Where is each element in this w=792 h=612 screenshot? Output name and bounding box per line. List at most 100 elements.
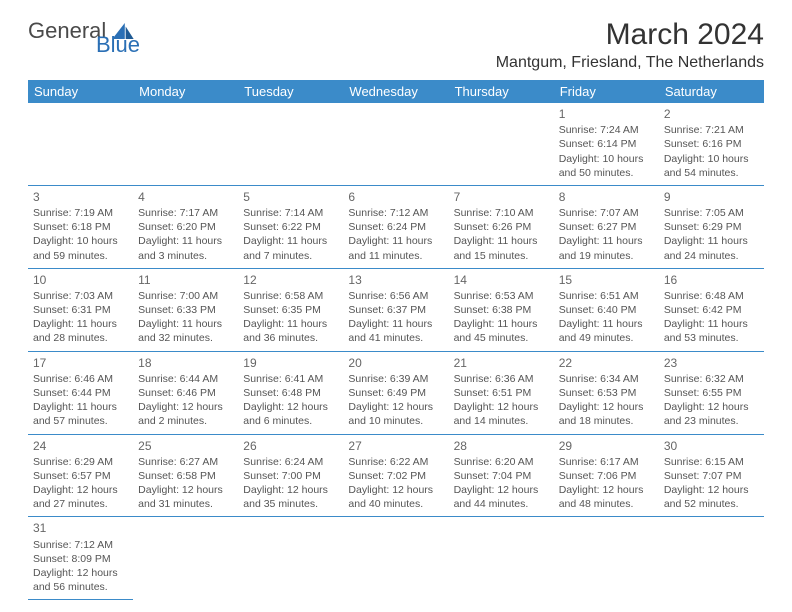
day-number: 26 bbox=[243, 438, 338, 454]
day-number: 13 bbox=[348, 272, 443, 288]
calendar-cell-empty bbox=[343, 517, 448, 600]
sunrise-text: Sunrise: 7:12 AM bbox=[33, 538, 128, 552]
sunrise-text: Sunrise: 7:14 AM bbox=[243, 206, 338, 220]
calendar-cell: 23Sunrise: 6:32 AMSunset: 6:55 PMDayligh… bbox=[659, 351, 764, 434]
sunset-text: Sunset: 6:27 PM bbox=[559, 220, 654, 234]
daylight-text: Daylight: 12 hours bbox=[454, 483, 549, 497]
sunrise-text: Sunrise: 6:22 AM bbox=[348, 455, 443, 469]
day-number: 19 bbox=[243, 355, 338, 371]
day-number: 2 bbox=[664, 106, 759, 122]
calendar-cell: 24Sunrise: 6:29 AMSunset: 6:57 PMDayligh… bbox=[28, 434, 133, 517]
calendar-cell: 28Sunrise: 6:20 AMSunset: 7:04 PMDayligh… bbox=[449, 434, 554, 517]
sunrise-text: Sunrise: 6:29 AM bbox=[33, 455, 128, 469]
sunrise-text: Sunrise: 7:21 AM bbox=[664, 123, 759, 137]
calendar-cell-empty bbox=[133, 517, 238, 600]
sunset-text: Sunset: 6:18 PM bbox=[33, 220, 128, 234]
calendar-cell: 9Sunrise: 7:05 AMSunset: 6:29 PMDaylight… bbox=[659, 185, 764, 268]
day-number: 11 bbox=[138, 272, 233, 288]
daylight-text: and 54 minutes. bbox=[664, 166, 759, 180]
daylight-text: Daylight: 10 hours bbox=[33, 234, 128, 248]
calendar-cell: 12Sunrise: 6:58 AMSunset: 6:35 PMDayligh… bbox=[238, 268, 343, 351]
calendar-cell: 26Sunrise: 6:24 AMSunset: 7:00 PMDayligh… bbox=[238, 434, 343, 517]
sunrise-text: Sunrise: 7:17 AM bbox=[138, 206, 233, 220]
day-number: 16 bbox=[664, 272, 759, 288]
calendar-cell: 13Sunrise: 6:56 AMSunset: 6:37 PMDayligh… bbox=[343, 268, 448, 351]
sunrise-text: Sunrise: 6:20 AM bbox=[454, 455, 549, 469]
daylight-text: Daylight: 12 hours bbox=[454, 400, 549, 414]
sunrise-text: Sunrise: 6:46 AM bbox=[33, 372, 128, 386]
daylight-text: and 6 minutes. bbox=[243, 414, 338, 428]
daylight-text: and 52 minutes. bbox=[664, 497, 759, 511]
day-number: 22 bbox=[559, 355, 654, 371]
calendar-cell-empty bbox=[28, 103, 133, 185]
calendar-cell: 30Sunrise: 6:15 AMSunset: 7:07 PMDayligh… bbox=[659, 434, 764, 517]
daylight-text: Daylight: 12 hours bbox=[138, 483, 233, 497]
day-number: 29 bbox=[559, 438, 654, 454]
daylight-text: and 49 minutes. bbox=[559, 331, 654, 345]
sunrise-text: Sunrise: 6:58 AM bbox=[243, 289, 338, 303]
sunset-text: Sunset: 8:09 PM bbox=[33, 552, 128, 566]
daylight-text: and 31 minutes. bbox=[138, 497, 233, 511]
day-number: 24 bbox=[33, 438, 128, 454]
sunset-text: Sunset: 6:22 PM bbox=[243, 220, 338, 234]
calendar-cell: 6Sunrise: 7:12 AMSunset: 6:24 PMDaylight… bbox=[343, 185, 448, 268]
sunrise-text: Sunrise: 6:24 AM bbox=[243, 455, 338, 469]
calendar-cell: 25Sunrise: 6:27 AMSunset: 6:58 PMDayligh… bbox=[133, 434, 238, 517]
sunrise-text: Sunrise: 7:07 AM bbox=[559, 206, 654, 220]
sunset-text: Sunset: 7:07 PM bbox=[664, 469, 759, 483]
sunrise-text: Sunrise: 7:10 AM bbox=[454, 206, 549, 220]
sunrise-text: Sunrise: 6:27 AM bbox=[138, 455, 233, 469]
sunset-text: Sunset: 6:31 PM bbox=[33, 303, 128, 317]
calendar-cell: 11Sunrise: 7:00 AMSunset: 6:33 PMDayligh… bbox=[133, 268, 238, 351]
daylight-text: and 15 minutes. bbox=[454, 249, 549, 263]
sunset-text: Sunset: 6:33 PM bbox=[138, 303, 233, 317]
daylight-text: and 19 minutes. bbox=[559, 249, 654, 263]
calendar-row: 1Sunrise: 7:24 AMSunset: 6:14 PMDaylight… bbox=[28, 103, 764, 185]
sunset-text: Sunset: 6:38 PM bbox=[454, 303, 549, 317]
daylight-text: Daylight: 11 hours bbox=[348, 234, 443, 248]
daylight-text: and 35 minutes. bbox=[243, 497, 338, 511]
daylight-text: and 57 minutes. bbox=[33, 414, 128, 428]
calendar-cell: 15Sunrise: 6:51 AMSunset: 6:40 PMDayligh… bbox=[554, 268, 659, 351]
daylight-text: Daylight: 11 hours bbox=[559, 317, 654, 331]
sunrise-text: Sunrise: 6:32 AM bbox=[664, 372, 759, 386]
brand-part2: Blue bbox=[96, 32, 140, 80]
sunrise-text: Sunrise: 6:53 AM bbox=[454, 289, 549, 303]
calendar-cell: 29Sunrise: 6:17 AMSunset: 7:06 PMDayligh… bbox=[554, 434, 659, 517]
sunrise-text: Sunrise: 6:56 AM bbox=[348, 289, 443, 303]
daylight-text: and 7 minutes. bbox=[243, 249, 338, 263]
day-number: 17 bbox=[33, 355, 128, 371]
daylight-text: and 59 minutes. bbox=[33, 249, 128, 263]
sunset-text: Sunset: 6:42 PM bbox=[664, 303, 759, 317]
daylight-text: Daylight: 11 hours bbox=[33, 400, 128, 414]
sunrise-text: Sunrise: 7:05 AM bbox=[664, 206, 759, 220]
daylight-text: Daylight: 12 hours bbox=[33, 566, 128, 580]
calendar-cell: 27Sunrise: 6:22 AMSunset: 7:02 PMDayligh… bbox=[343, 434, 448, 517]
weekday-header: Tuesday bbox=[238, 80, 343, 103]
daylight-text: and 24 minutes. bbox=[664, 249, 759, 263]
daylight-text: and 3 minutes. bbox=[138, 249, 233, 263]
sunset-text: Sunset: 6:29 PM bbox=[664, 220, 759, 234]
sunrise-text: Sunrise: 7:19 AM bbox=[33, 206, 128, 220]
daylight-text: Daylight: 11 hours bbox=[559, 234, 654, 248]
calendar-cell: 3Sunrise: 7:19 AMSunset: 6:18 PMDaylight… bbox=[28, 185, 133, 268]
daylight-text: Daylight: 10 hours bbox=[559, 152, 654, 166]
calendar-cell: 21Sunrise: 6:36 AMSunset: 6:51 PMDayligh… bbox=[449, 351, 554, 434]
sunset-text: Sunset: 7:06 PM bbox=[559, 469, 654, 483]
day-number: 12 bbox=[243, 272, 338, 288]
daylight-text: and 50 minutes. bbox=[559, 166, 654, 180]
daylight-text: and 41 minutes. bbox=[348, 331, 443, 345]
sunset-text: Sunset: 7:00 PM bbox=[243, 469, 338, 483]
daylight-text: Daylight: 12 hours bbox=[33, 483, 128, 497]
day-number: 15 bbox=[559, 272, 654, 288]
calendar-row: 10Sunrise: 7:03 AMSunset: 6:31 PMDayligh… bbox=[28, 268, 764, 351]
calendar-cell-empty bbox=[554, 517, 659, 600]
daylight-text: Daylight: 12 hours bbox=[559, 483, 654, 497]
sunrise-text: Sunrise: 7:12 AM bbox=[348, 206, 443, 220]
sunrise-text: Sunrise: 6:51 AM bbox=[559, 289, 654, 303]
daylight-text: Daylight: 12 hours bbox=[243, 483, 338, 497]
daylight-text: and 18 minutes. bbox=[559, 414, 654, 428]
calendar-cell-empty bbox=[659, 517, 764, 600]
day-number: 8 bbox=[559, 189, 654, 205]
calendar-cell-empty bbox=[238, 517, 343, 600]
